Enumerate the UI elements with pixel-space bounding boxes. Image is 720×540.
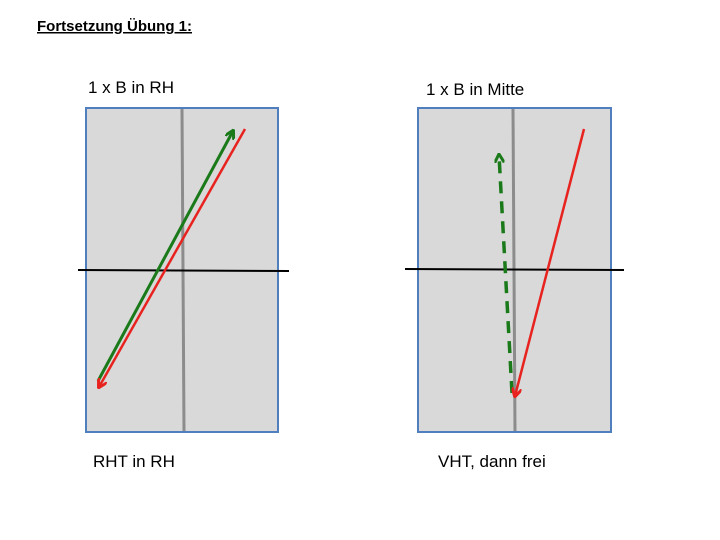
panel-label: RHT in RH: [93, 452, 175, 471]
red-arrow: [515, 128, 586, 396]
red-arrow: [99, 128, 247, 387]
cross-line: [77, 269, 290, 272]
green-arrow: [96, 131, 233, 382]
panel-caption: 1 x B in RH: [88, 78, 174, 97]
panel-label: VHT, dann frei: [438, 452, 546, 471]
slide-title: Fortsetzung Übung 1:: [37, 18, 192, 35]
panel-caption: 1 x B in Mitte: [426, 80, 524, 99]
cross-line: [404, 268, 625, 271]
